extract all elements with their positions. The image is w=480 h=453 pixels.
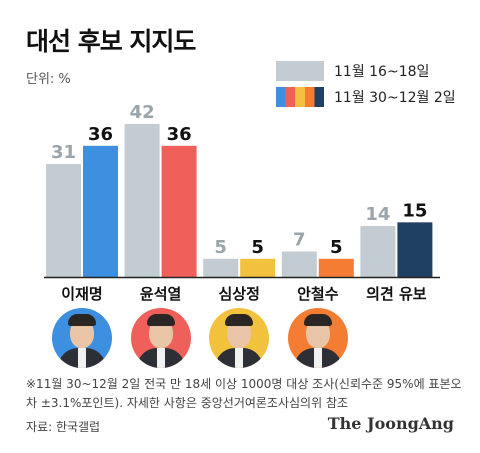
legend: 11월 16~18일 11월 30~12월 2일: [276, 58, 456, 110]
bar-second-period-3: [318, 258, 354, 277]
unit-label: 단위: %: [26, 72, 71, 87]
bar-first-period-2: [203, 258, 239, 277]
bar-second-period-1: [161, 145, 197, 277]
portrait-sim-icon: [209, 308, 270, 368]
bar-first-period-3: [281, 251, 317, 277]
value-label-first-period-0: 31: [51, 142, 76, 163]
category-label-4: 의견 유보: [366, 285, 427, 303]
legend-label-second-period: 11월 30~12월 2일: [334, 90, 456, 106]
category-label-1: 윤석열: [140, 285, 181, 303]
bar-second-period-0: [83, 145, 118, 277]
bar-first-period-4: [360, 225, 396, 277]
value-label-second-period-2: 5: [251, 237, 264, 258]
legend-swatch-multicolor: [276, 87, 324, 107]
legend-item-first-period: 11월 16~18일: [276, 58, 456, 84]
value-label-second-period-3: 5: [330, 237, 343, 258]
portrait-yoon-icon: [130, 308, 191, 368]
category-label-3: 안철수: [297, 285, 339, 303]
category-label-0: 이재명: [61, 285, 102, 303]
brand-logo: The JoongAng: [327, 414, 454, 433]
category-label-2: 심상정: [218, 285, 259, 303]
bar-first-period-0: [46, 164, 81, 277]
survey-note: ※11월 30~12월 2일 전국 만 18세 이상 1000명 대상 조사(신…: [26, 377, 462, 410]
value-label-second-period-0: 36: [88, 124, 113, 145]
value-label-first-period-1: 42: [130, 102, 155, 123]
bar-second-period-4: [397, 222, 433, 277]
source-label: 자료: 한국갤럽: [26, 420, 101, 434]
value-label-second-period-1: 36: [167, 124, 192, 145]
portrait-lee-icon: [52, 308, 112, 368]
legend-item-second-period: 11월 30~12월 2일: [276, 84, 456, 110]
bar-second-period-2: [240, 258, 276, 277]
chart-title: 대선 후보 지지도: [26, 27, 196, 56]
value-label-first-period-2: 5: [214, 237, 227, 258]
legend-swatch-grey: [276, 61, 324, 81]
bar-first-period-1: [124, 123, 160, 277]
portrait-ahn-icon: [287, 308, 348, 368]
value-label-first-period-3: 7: [293, 229, 306, 250]
legend-label-first-period: 11월 16~18일: [334, 64, 430, 80]
value-label-first-period-4: 14: [365, 204, 390, 225]
value-label-second-period-4: 15: [402, 200, 427, 221]
